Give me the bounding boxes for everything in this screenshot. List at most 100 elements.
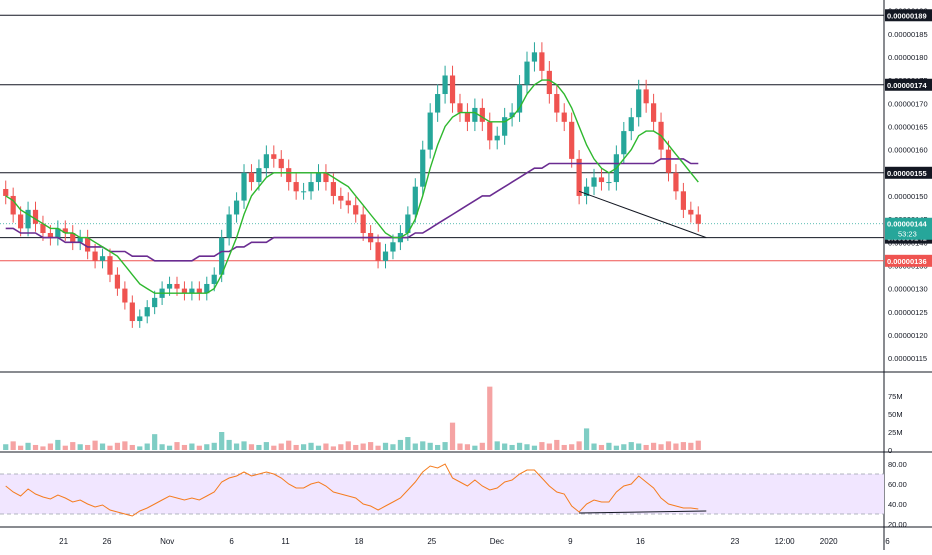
last-price-label: 0.00000144 [887, 220, 927, 229]
candle-body [219, 237, 225, 275]
volume-bar [353, 444, 359, 450]
volume-bar [293, 444, 299, 450]
candle-body [494, 135, 500, 141]
candle-body [539, 52, 545, 71]
candle-body [144, 307, 150, 317]
volume-bar [196, 445, 202, 450]
volume-bar [159, 444, 165, 450]
candle-body [10, 195, 16, 215]
volume-bar [397, 439, 404, 450]
volume-bar [308, 442, 314, 450]
ma-fast-line [5, 79, 699, 294]
candle-body [673, 172, 679, 192]
candle-body [152, 297, 158, 308]
candle-body [569, 121, 575, 159]
candle-body [308, 182, 314, 192]
volume-tick-label: 50M [888, 410, 903, 419]
candle-body [382, 251, 389, 261]
candle-body [487, 121, 493, 141]
volume-bar [137, 446, 143, 450]
level-price-label: 0.00000189 [887, 11, 927, 20]
candle-body [420, 149, 426, 187]
candle-body [32, 209, 39, 224]
candle-body [516, 84, 523, 113]
x-axis-label: Nov [160, 537, 174, 546]
volume-bar [405, 437, 411, 450]
candle-body [606, 182, 612, 184]
candle-body [62, 228, 68, 234]
candle-body [241, 172, 247, 201]
volume-bar [271, 445, 277, 450]
candle-body [554, 94, 560, 113]
candle-body [122, 288, 128, 303]
volume-bar [3, 444, 9, 450]
candle-body [293, 182, 299, 192]
volume-bar [99, 443, 106, 450]
volume-bar [114, 442, 121, 450]
price-tick-label: 0.00000120 [888, 331, 928, 340]
volume-bar [539, 442, 545, 450]
candle-body [472, 107, 478, 122]
candle-body [345, 200, 351, 206]
candle-body [546, 70, 552, 95]
volume-bar [144, 443, 150, 450]
candle-body [315, 172, 322, 183]
volume-bar [92, 440, 98, 450]
level-price-label-bg [885, 254, 932, 267]
volume-bar [658, 444, 664, 450]
volume-bar [643, 444, 649, 450]
volume-bar [219, 432, 225, 450]
candle-body [166, 283, 173, 289]
price-trendline[interactable] [578, 190, 707, 239]
candle-body [636, 89, 642, 118]
x-axis-label: 6 [229, 537, 234, 546]
candle-body [435, 94, 441, 113]
volume-bar [487, 386, 493, 450]
volume-bar [360, 443, 366, 450]
candle-body [3, 189, 9, 196]
candle-body [40, 223, 46, 234]
candle-body [412, 186, 418, 215]
candle-body [323, 172, 329, 183]
candle-body [502, 117, 508, 136]
candle-body [226, 214, 232, 238]
candle-body [300, 191, 307, 193]
volume-bar [449, 422, 456, 450]
candle-body [353, 205, 359, 215]
candle-body [509, 112, 515, 118]
volume-bar [680, 442, 686, 450]
candle-body [531, 52, 538, 62]
candle-body [25, 209, 31, 229]
price-tick-label: 0.00000180 [888, 53, 928, 62]
candle-body [330, 182, 336, 196]
candle-body [99, 256, 106, 261]
volume-bar [211, 442, 217, 450]
candle-body [628, 117, 634, 132]
price-tick-label: 0.00000165 [888, 122, 928, 131]
volume-bar [263, 442, 269, 450]
x-axis-label: 11 [281, 537, 290, 546]
candle-body [211, 274, 217, 284]
volume-bar [248, 444, 255, 450]
level-price-label: 0.00000136 [887, 257, 927, 266]
rsi-divergence-line[interactable] [579, 510, 707, 514]
volume-bar [546, 443, 552, 450]
candle-body [405, 214, 411, 234]
candle-body [479, 107, 485, 122]
rsi-tick-label: 60.00 [888, 480, 907, 489]
candle-body [107, 256, 113, 275]
volume-bar [569, 444, 575, 450]
x-axis-label: 23 [730, 537, 739, 546]
candle-body [695, 214, 701, 224]
volume-bar [457, 443, 463, 450]
volume-bar [345, 441, 351, 450]
candle-body [77, 237, 83, 243]
level-price-label-bg [885, 166, 932, 179]
volume-bar [278, 443, 284, 450]
volume-bar [442, 442, 448, 450]
volume-bar [591, 443, 597, 450]
volume-bar [583, 428, 590, 450]
volume-bar [516, 442, 523, 450]
volume-bar [554, 439, 560, 450]
